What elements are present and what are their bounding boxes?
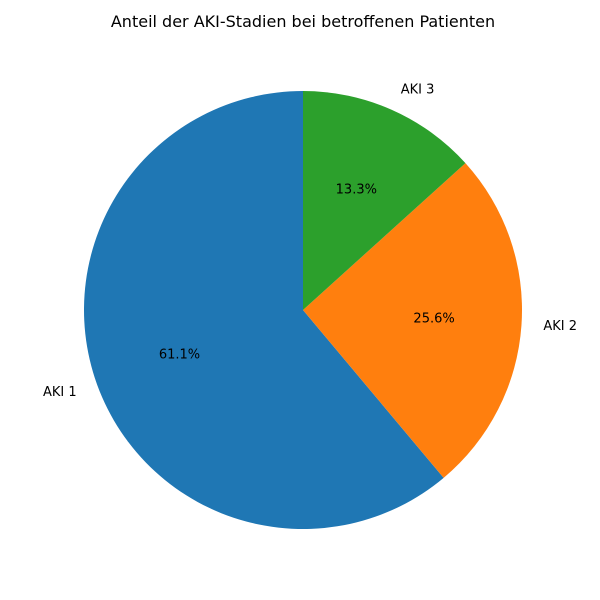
slice-percent-label: 61.1% bbox=[159, 347, 200, 362]
pie-slices bbox=[83, 91, 522, 530]
slice-label: AKI 1 bbox=[43, 385, 77, 400]
pie-slice-aki-2 bbox=[303, 163, 522, 478]
chart-title: Anteil der AKI-Stadien bei betroffenen P… bbox=[111, 12, 495, 31]
pie-slice-aki-3 bbox=[303, 91, 466, 310]
pie-slice-aki-1 bbox=[83, 91, 444, 530]
slice-percent-label: 13.3% bbox=[336, 182, 377, 197]
pie-labels: AKI 1 61.1% AKI 2 25.6% AKI 3 13.3% bbox=[43, 82, 577, 399]
slice-percent-label: 25.6% bbox=[413, 312, 454, 327]
slice-label: AKI 2 bbox=[543, 319, 577, 334]
slice-label: AKI 3 bbox=[401, 82, 435, 97]
